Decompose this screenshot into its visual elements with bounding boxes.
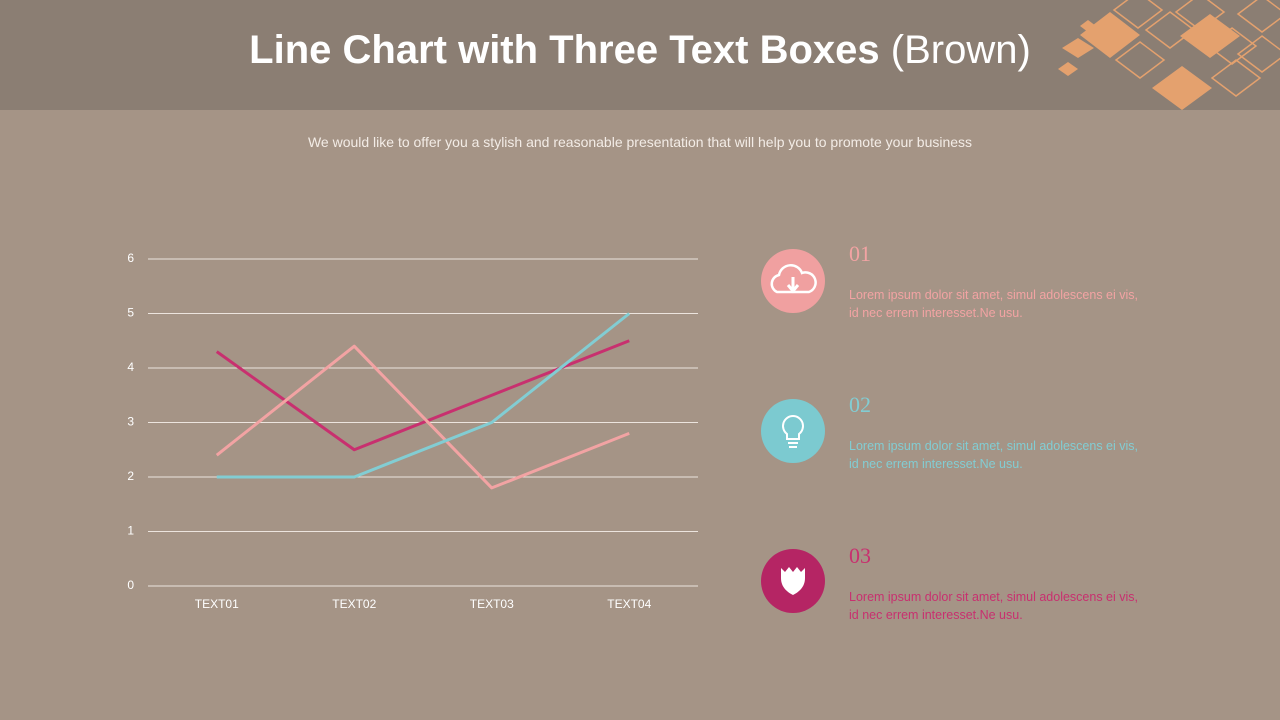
bulb-icon [782, 414, 804, 448]
y-tick-label: 6 [127, 251, 134, 265]
title: Line Chart with Three Text Boxes (Brown) [0, 28, 1280, 73]
y-tick-label: 4 [127, 360, 134, 374]
y-tick-label: 5 [127, 306, 134, 320]
line-series [216, 312, 631, 479]
line-series [215, 339, 630, 452]
box-text: Lorem ipsum dolor sit amet, simul adoles… [849, 590, 1139, 622]
subtitle: We would like to offer you a stylish and… [307, 134, 973, 150]
icons [761, 249, 825, 613]
icon-circle [761, 399, 825, 463]
y-tick-label: 3 [127, 415, 134, 429]
header-band [0, 0, 1280, 110]
x-tick-label: TEXT01 [195, 597, 239, 611]
decoration [1058, 12, 1240, 110]
x-tick-label: TEXT03 [470, 597, 514, 611]
box-number: 03 [849, 543, 871, 568]
y-tick-label: 0 [127, 578, 134, 592]
title-main: Line Chart with Three Text Boxes [249, 28, 880, 72]
decoration-outline [1112, 0, 1280, 97]
y-tick-label: 2 [127, 469, 134, 483]
box-number: 02 [849, 392, 871, 417]
line-series [215, 344, 630, 490]
box-text: Lorem ipsum dolor sit amet, simul adoles… [849, 439, 1139, 471]
x-tick-label: TEXT02 [332, 597, 376, 611]
shield-icon [781, 567, 805, 595]
title-suffix: (Brown) [890, 28, 1031, 72]
download-arrow [786, 277, 800, 294]
box-number: 01 [849, 241, 871, 266]
cloud-icon [770, 264, 817, 294]
y-tick-label: 1 [127, 524, 134, 538]
box-text: Lorem ipsum dolor sit amet, simul adoles… [849, 288, 1139, 320]
x-tick-label: TEXT04 [607, 597, 651, 611]
